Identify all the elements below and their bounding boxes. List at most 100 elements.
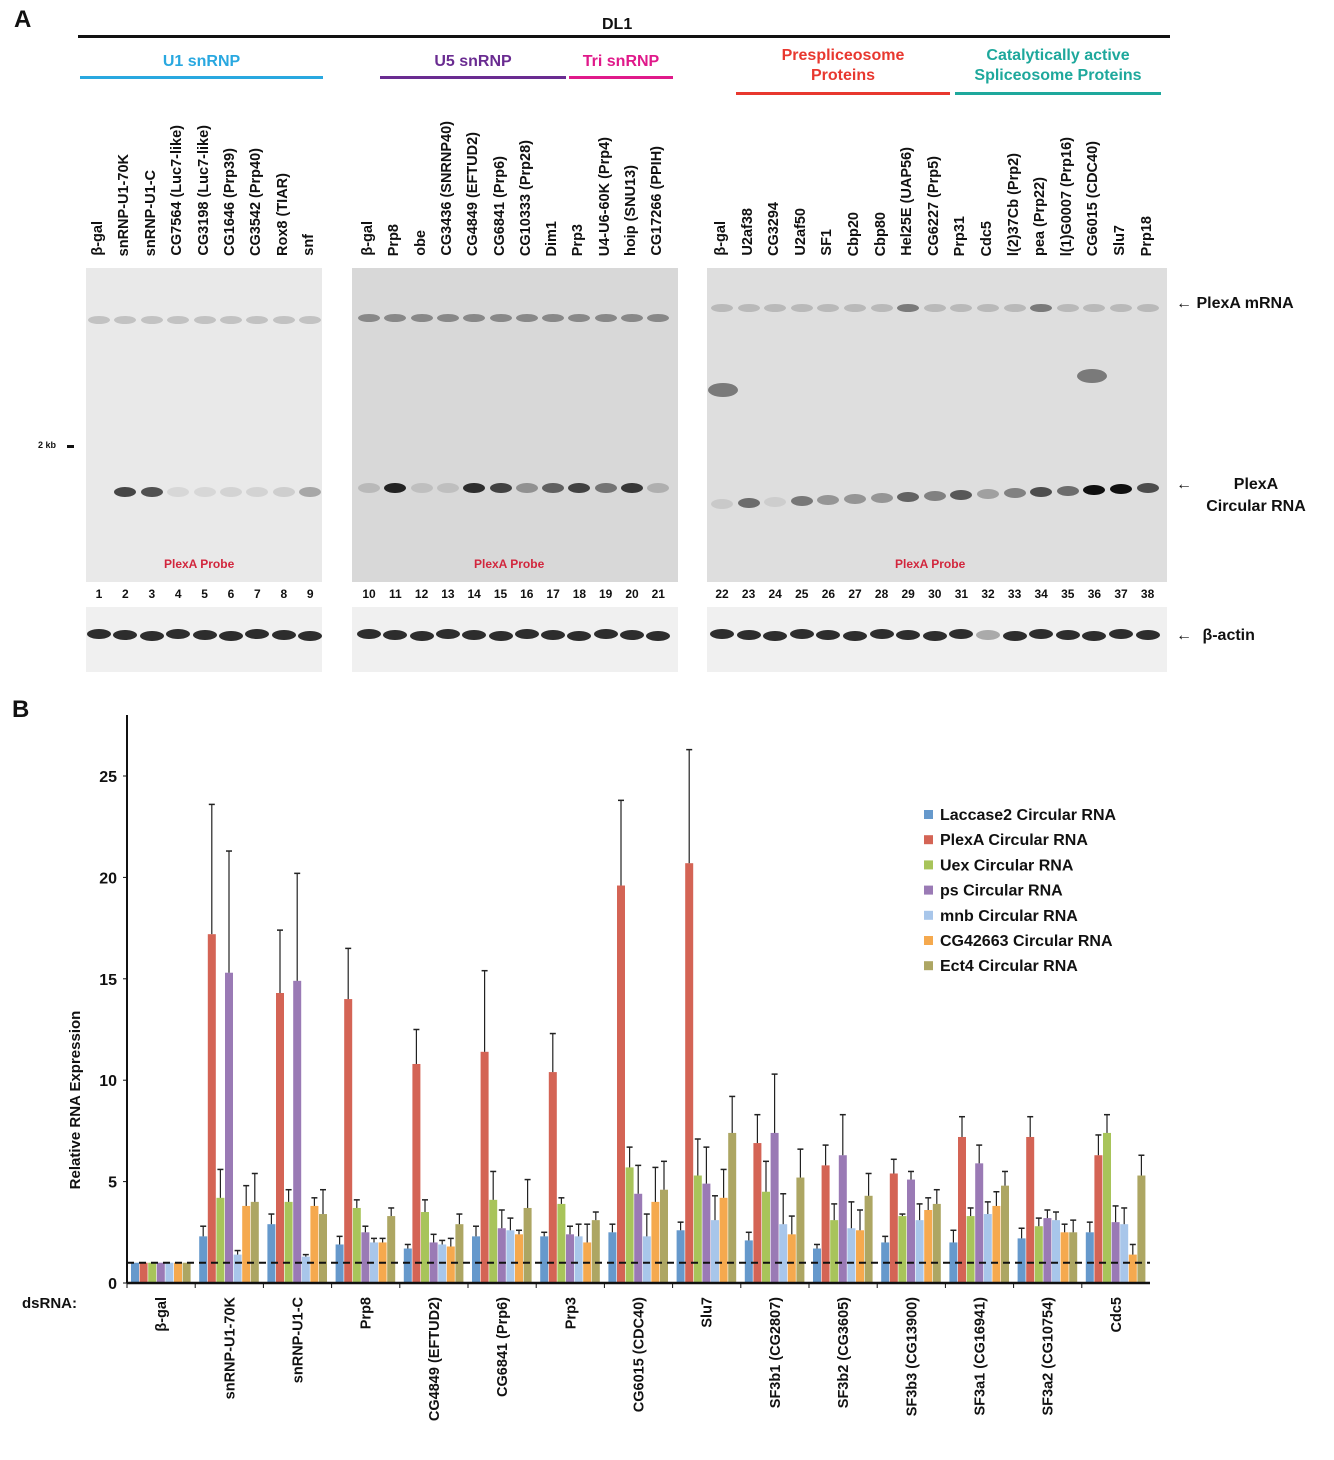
mrna-band <box>764 304 787 312</box>
lane-number: 23 <box>741 587 756 601</box>
bar <box>515 1234 523 1283</box>
circular-rna-band <box>463 483 486 493</box>
circular-rna-band <box>272 487 295 497</box>
y-tick-label: 20 <box>99 870 117 887</box>
circular-rna-band <box>436 483 459 493</box>
lane-number: 11 <box>388 587 402 601</box>
bar <box>591 1220 600 1283</box>
bar <box>566 1234 574 1283</box>
lane-number: 2 <box>122 587 129 601</box>
lane-label: Prp3 <box>570 223 587 256</box>
legend-swatch <box>924 885 933 895</box>
lane-label: CG6841 (Prp6) <box>491 156 508 256</box>
bar <box>617 885 625 1283</box>
group-title-catalytic-line1: Catalytically active <box>986 47 1130 64</box>
actin-band <box>245 629 270 639</box>
mrna-band <box>790 304 813 312</box>
bar <box>1111 1222 1120 1283</box>
circular-rna-band <box>114 487 137 497</box>
circular-rna-band <box>1110 484 1132 494</box>
bar <box>719 1197 728 1283</box>
lane-number: 28 <box>874 587 889 601</box>
bar <box>523 1207 532 1283</box>
x-tick-label: CG6015 (CDC40) <box>632 1297 648 1412</box>
actin-blot-2 <box>352 607 678 672</box>
lane-label: CG3436 (SNRNP40) <box>438 121 455 256</box>
lane-number: 16 <box>520 587 534 601</box>
circular-rna-band <box>844 494 866 504</box>
lane-number: 35 <box>1061 587 1075 601</box>
northern-blot-2 <box>352 268 678 582</box>
bar <box>975 1163 984 1283</box>
bar <box>796 1177 805 1283</box>
actin-band <box>271 630 296 640</box>
circular-rna-band <box>923 491 946 501</box>
y-axis-label: Relative RNA Expression <box>67 1011 84 1190</box>
bar <box>352 1207 361 1283</box>
group-title-u1: U1 snRNP <box>162 53 241 70</box>
actin-band <box>488 631 513 641</box>
mrna-band <box>1136 304 1159 312</box>
lane-label: snRNP-U1-C <box>142 169 159 256</box>
circular-rna-band <box>1030 487 1053 497</box>
actin-band <box>763 631 788 641</box>
actin-band <box>593 629 618 639</box>
actin-band <box>409 631 434 641</box>
lane-label: U4-U6-60K (Prp4) <box>596 136 613 256</box>
lane-label: CG17266 (PPIH) <box>649 146 666 256</box>
group-title-catalytic-line2: Spliceosome Proteins <box>974 67 1142 84</box>
actin-band <box>1002 631 1027 641</box>
circular-rna-band <box>621 483 643 493</box>
lane-number: 6 <box>227 587 235 601</box>
x-tick-label: snRNP-U1-C <box>291 1296 307 1383</box>
bar <box>276 992 284 1283</box>
lane-number: 14 <box>467 587 481 601</box>
mrna-band <box>1056 304 1079 312</box>
legend-swatch <box>924 936 933 945</box>
legend-label: Ect4 Circular RNA <box>940 958 1078 975</box>
circular-rna-band <box>140 487 163 497</box>
x-tick-label: β-gal <box>154 1297 170 1332</box>
circular-rna-band <box>737 498 760 508</box>
lane-label: Hel25E (UAP56) <box>899 147 916 256</box>
mrna-band <box>140 316 163 324</box>
bar <box>1094 1155 1103 1283</box>
group-line-catalytic <box>955 92 1161 95</box>
nonspecific-band <box>708 383 738 397</box>
bar <box>753 1143 762 1283</box>
actin-blot-1 <box>86 607 322 672</box>
bar <box>821 1165 830 1283</box>
bar <box>787 1234 796 1283</box>
actin-band <box>896 630 921 640</box>
y-tick-label: 5 <box>108 1175 117 1192</box>
mrna-band <box>436 314 459 322</box>
panel-b-letter: B <box>12 696 30 723</box>
annotation-plexa-mrna-text: PlexA mRNA <box>1196 295 1294 312</box>
group-title-prespliceosome-line2: Proteins <box>810 67 875 84</box>
lane-number: 4 <box>174 587 182 601</box>
circular-rna-band <box>1136 483 1159 493</box>
bar <box>446 1246 455 1283</box>
actin-band <box>976 630 1000 640</box>
annotation-plexa-circular: PlexA Circular RNA <box>1196 474 1316 518</box>
lane-label: obe <box>412 230 429 256</box>
bar <box>1137 1175 1146 1283</box>
mrna-band <box>167 316 190 324</box>
lane-number: 13 <box>441 587 455 601</box>
x-tick-label: SF3b3 (CG13900) <box>904 1297 920 1416</box>
lane-number: 20 <box>625 587 639 601</box>
x-tick-label: CG6841 (Prp6) <box>495 1297 511 1397</box>
bar <box>574 1236 583 1283</box>
actin-band <box>1029 629 1054 639</box>
annotation-circ-line2: Circular RNA <box>1206 498 1306 515</box>
legend-swatch <box>924 910 933 920</box>
actin-band <box>298 631 322 641</box>
bar <box>711 1220 719 1283</box>
actin-band <box>357 629 381 639</box>
actin-band <box>541 630 566 640</box>
actin-band <box>192 630 217 640</box>
annotation-circ-line1: PlexA <box>1233 476 1279 493</box>
group-title-catalytic: Catalytically active Spliceosome Protein… <box>955 46 1161 86</box>
y-tick-label: 0 <box>108 1276 117 1293</box>
mrna-band <box>246 316 269 324</box>
